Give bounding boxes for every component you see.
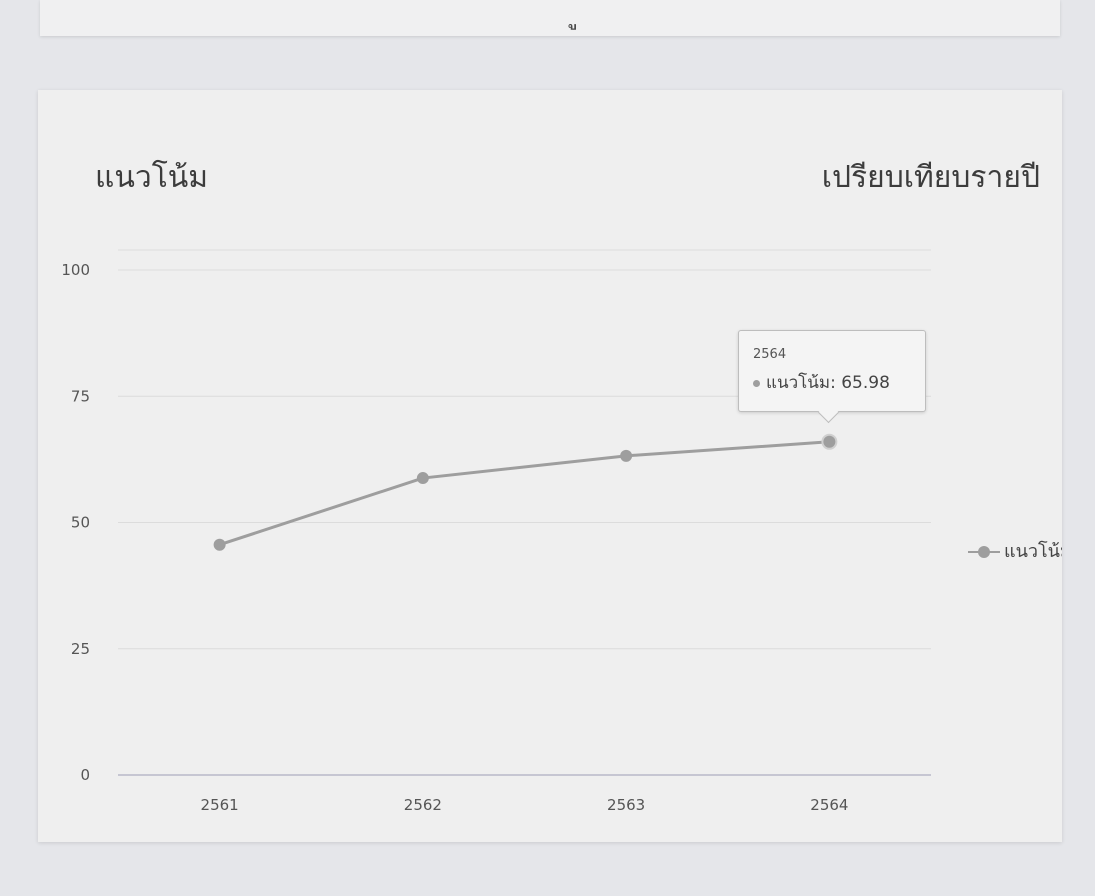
y-tick-label: 75 (71, 387, 90, 405)
tooltip-category: 2564 (753, 347, 787, 362)
chart-tooltip: 2564 แนวโน้ม: 65.98 (738, 330, 926, 424)
line-chart: 0 25 50 75 100 2561 2562 2563 2564 (61, 249, 931, 814)
series-dot-icon (753, 379, 760, 387)
chart-legend[interactable]: แนวโน้ม (968, 536, 1062, 565)
data-point (821, 433, 838, 450)
chart-title: แนวโน้ม (95, 160, 209, 195)
series-line (219, 440, 830, 547)
x-tick-label: 2563 (607, 796, 645, 814)
data-point (416, 472, 429, 485)
y-tick-label: 25 (71, 640, 90, 658)
legend-label: แนวโน้ม (1004, 541, 1062, 562)
y-tick-label: 100 (61, 261, 90, 279)
chart-subtitle: เปรียบเทียบรายปี (821, 160, 1040, 195)
y-tick-label: 50 (71, 514, 90, 532)
x-tick-label: 2561 (201, 796, 239, 814)
x-tick-label: 2564 (810, 796, 848, 814)
legend-line-marker-icon (968, 546, 1000, 558)
data-point (620, 449, 633, 462)
top-panel: ู (40, 0, 1060, 36)
chart-card: แนวโน้ม เปรียบเทียบรายปี 0 25 50 75 100 2561 2… (38, 90, 1062, 842)
y-tick-label: 0 (80, 766, 90, 784)
data-point (213, 538, 226, 551)
x-tick-label: 2562 (404, 796, 442, 814)
tooltip-value-row: แนวโน้ม: 65.98 (753, 369, 890, 396)
tooltip-series-label: แนวโน้ม: 65.98 (766, 373, 890, 393)
